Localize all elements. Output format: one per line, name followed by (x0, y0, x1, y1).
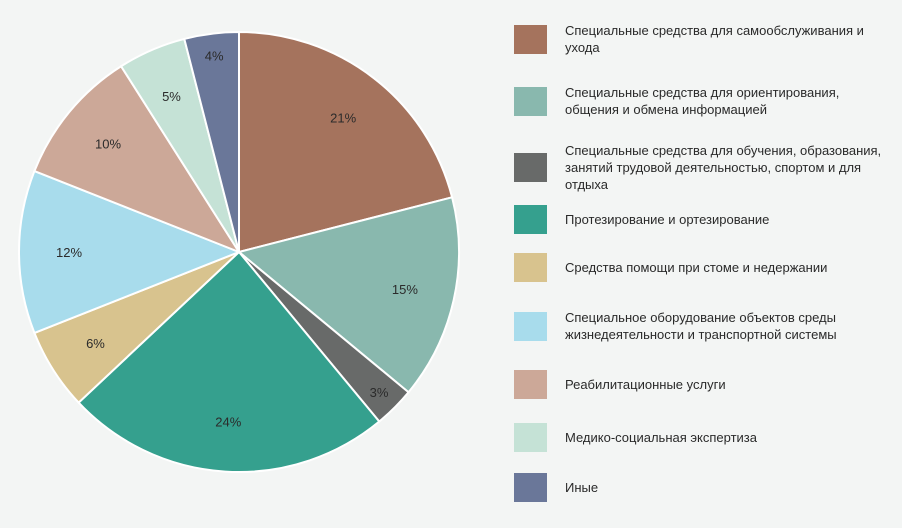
legend-item-8: Медико-социальная экспертиза (514, 423, 885, 452)
legend-item-2: Специальные средства для ориентирования,… (514, 84, 885, 118)
legend-swatch (514, 253, 547, 282)
legend-item-9: Иные (514, 473, 885, 502)
legend-item-1: Специальные средства для самообслуживани… (514, 22, 885, 56)
legend-swatch (514, 473, 547, 502)
legend-swatch (514, 86, 547, 116)
legend-item-6: Специальное оборудование объектов среды … (514, 309, 885, 343)
legend-item-4: Протезирование и ортезирование (514, 205, 885, 234)
legend-label: Специальные средства для самообслуживани… (565, 23, 864, 55)
legend-swatch (514, 423, 547, 452)
legend-label: Специальные средства для обучения, образ… (565, 143, 882, 192)
slice-value-label-9: 4% (205, 49, 224, 64)
slice-value-label-7: 10% (95, 137, 121, 152)
pie-plot-area: 21% 15% 3% 24% 6% 12% 10% 5% 4% (18, 30, 460, 473)
legend-item-5: Средства помощи при стоме и недержании (514, 253, 885, 282)
legend-swatch (514, 153, 547, 182)
pie-slice-labels: 21% 15% 3% 24% 6% 12% 10% 5% 4% (56, 49, 418, 430)
legend-label: Средства помощи при стоме и недержании (565, 260, 828, 275)
slice-value-label-5: 6% (86, 336, 105, 351)
legend-label: Иные (565, 480, 599, 495)
legend-item-7: Реабилитационные услуги (514, 370, 885, 399)
pie-slice-7 (33, 64, 242, 255)
pie-slice-2 (236, 196, 460, 394)
slice-value-label-3: 3% (370, 385, 389, 400)
slice-value-label-6: 12% (56, 245, 82, 260)
legend-label: Специальные средства для ориентирования,… (565, 85, 840, 117)
legend-swatch (514, 24, 547, 54)
legend-item-3: Специальные средства для обучения, образ… (514, 142, 885, 193)
pie-slice-4 (77, 250, 381, 473)
pie-slice-1 (238, 30, 454, 254)
slice-value-label-8: 5% (162, 89, 181, 104)
legend-label: Реабилитационные услуги (565, 377, 726, 392)
slice-value-label-1: 21% (330, 111, 356, 126)
pie-slice-6 (18, 169, 242, 335)
pie-slices (18, 30, 460, 473)
pie-slice-9 (183, 30, 240, 253)
slice-value-label-2: 15% (392, 282, 418, 297)
legend-label: Специальное оборудование объектов среды … (565, 310, 837, 342)
legend-label: Медико-социальная экспертиза (565, 430, 757, 445)
legend-swatch (514, 205, 547, 234)
slice-value-label-4: 24% (215, 415, 241, 430)
legend-swatch (514, 311, 547, 341)
legend-swatch (514, 370, 547, 399)
legend-label: Протезирование и ортезирование (565, 212, 770, 227)
